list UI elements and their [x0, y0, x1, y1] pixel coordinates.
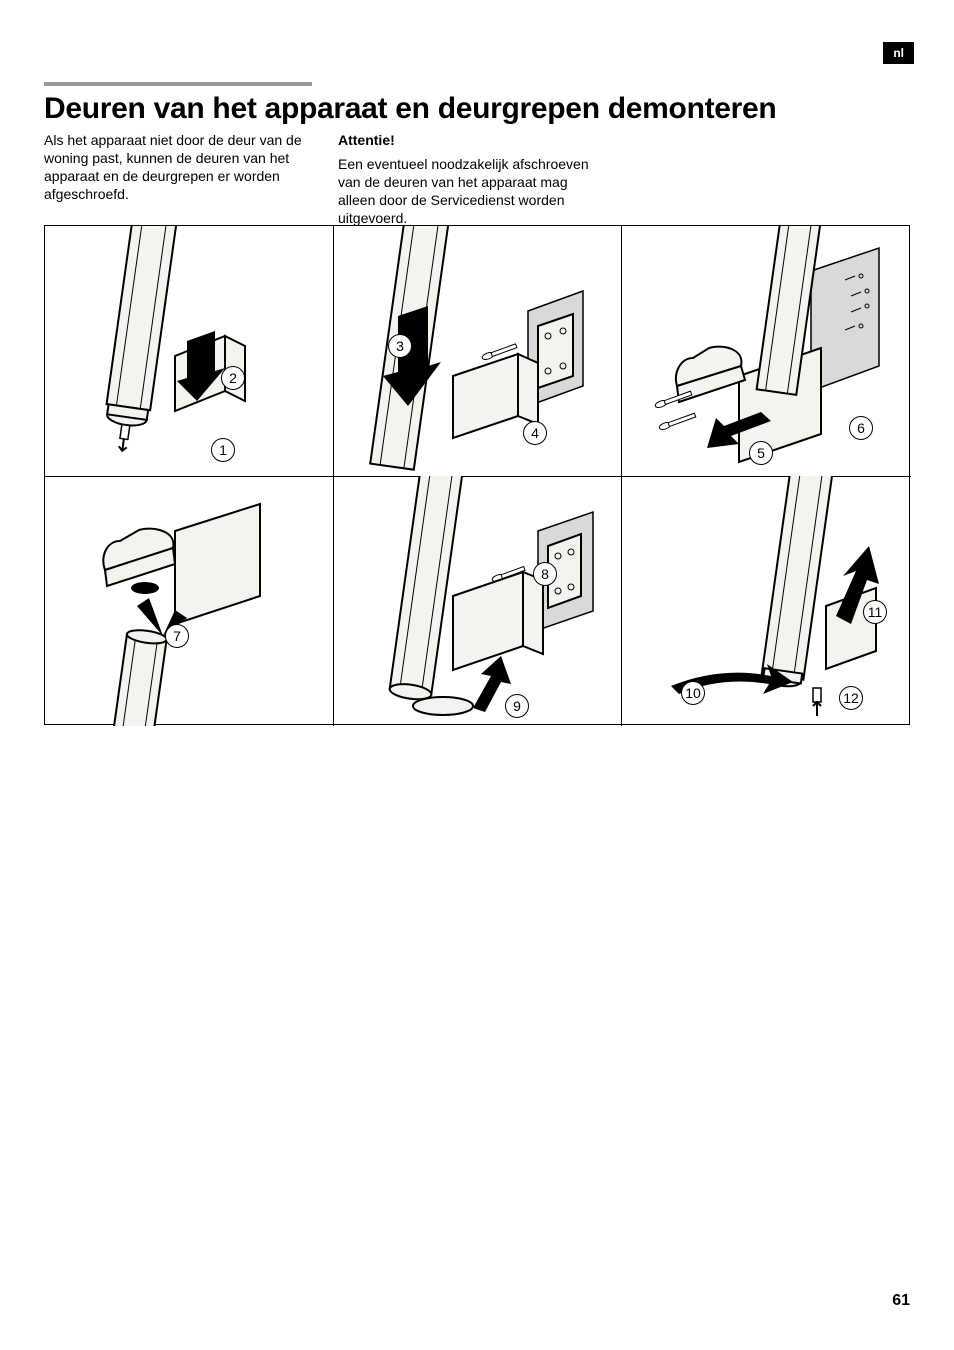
page-title: Deuren van het apparaat en deurgrepen de… [44, 92, 776, 126]
callout-3: 3 [388, 334, 412, 358]
callout-9: 9 [505, 694, 529, 718]
callout-5: 5 [749, 441, 773, 465]
language-badge: nl [883, 42, 914, 64]
callout-1: 1 [211, 438, 235, 462]
callout-8: 8 [533, 562, 557, 586]
callout-4: 4 [523, 421, 547, 445]
diagram-cell-6: 11 10 12 [621, 476, 909, 726]
callout-6: 6 [849, 416, 873, 440]
page: nl Deuren van het apparaat en deurgrepen… [0, 0, 954, 1350]
callout-2: 2 [221, 366, 245, 390]
callout-11: 11 [863, 600, 887, 624]
diagram-cell-3: 6 5 [621, 226, 909, 476]
attention-block: Attentie! Een eventueel noodzakelijk afs… [338, 132, 598, 228]
attention-text: Een eventueel noodzakelijk afschroeven v… [338, 156, 589, 226]
diagram-cell-1: 2 1 [45, 226, 333, 476]
diagram-cell-5: 8 9 [333, 476, 621, 726]
diagram-cell-4: 7 [45, 476, 333, 726]
callout-12: 12 [839, 686, 863, 710]
diagram-grid: 2 1 [44, 225, 910, 725]
page-number: 61 [892, 1292, 910, 1310]
intro-text: Als het apparaat niet door de deur van d… [44, 132, 334, 204]
heading-rule [44, 82, 312, 86]
attention-label: Attentie! [338, 132, 598, 150]
diagram-cell-2: 3 4 [333, 226, 621, 476]
callout-7: 7 [165, 624, 189, 648]
callout-10: 10 [681, 681, 705, 705]
